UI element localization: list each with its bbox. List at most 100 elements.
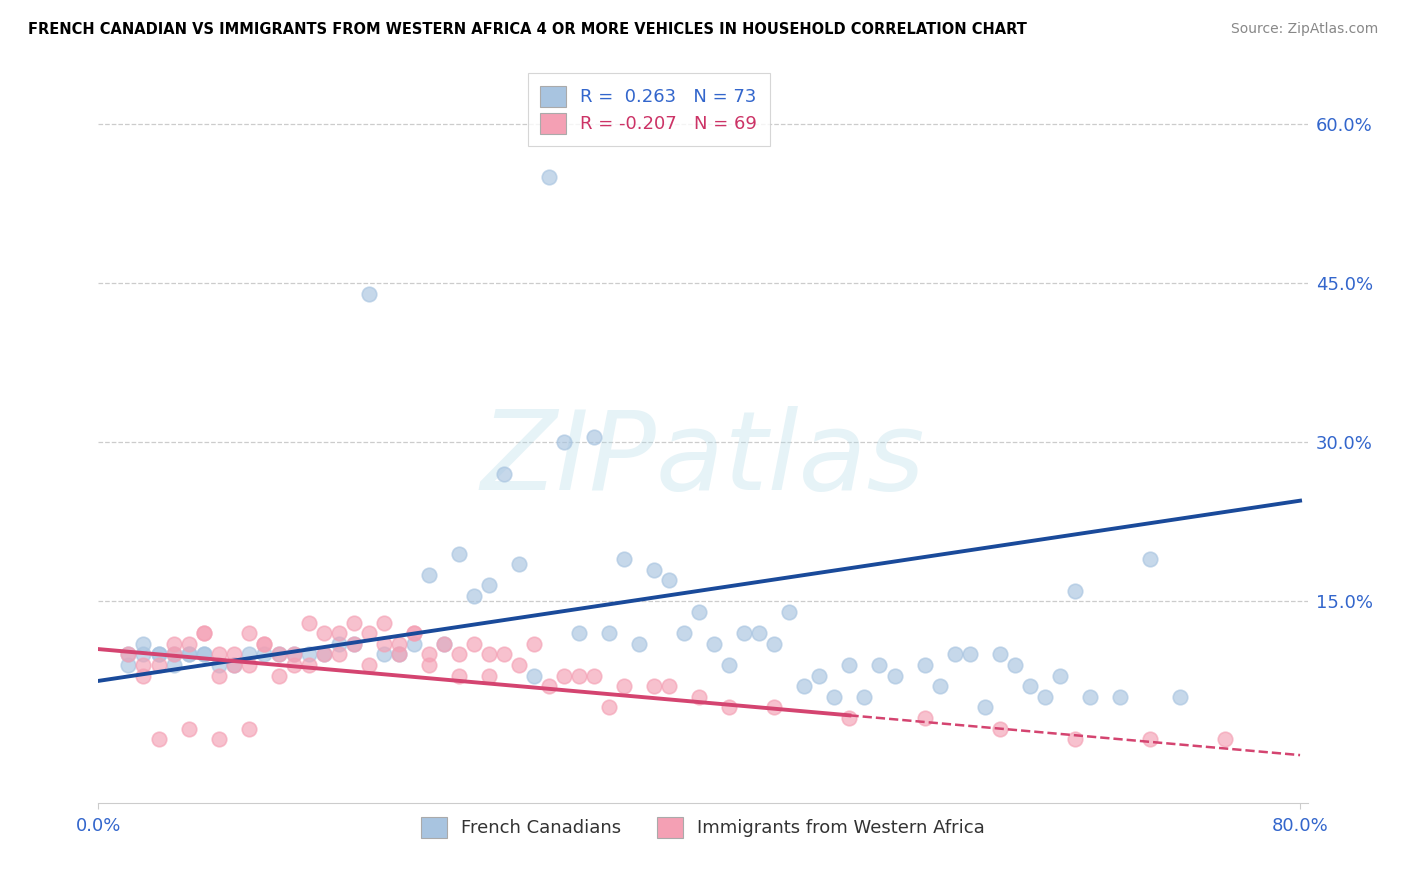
Point <box>283 658 305 673</box>
Point <box>418 648 440 662</box>
Point <box>132 668 155 682</box>
Point <box>177 722 200 736</box>
Legend: French Canadians, Immigrants from Western Africa: French Canadians, Immigrants from Wester… <box>413 810 993 845</box>
Point <box>914 658 936 673</box>
Point <box>763 637 786 651</box>
Point <box>658 573 681 587</box>
Point <box>148 658 170 673</box>
Point <box>508 658 530 673</box>
Point <box>388 648 411 662</box>
Point <box>193 648 215 662</box>
Point <box>613 679 636 693</box>
Point <box>132 658 155 673</box>
Point <box>343 637 366 651</box>
Point <box>583 430 606 444</box>
Point <box>312 626 335 640</box>
Point <box>763 700 786 714</box>
Point <box>853 690 876 704</box>
Point <box>312 648 335 662</box>
Point <box>207 732 229 747</box>
Point <box>973 700 995 714</box>
Point <box>537 679 560 693</box>
Point <box>703 637 725 651</box>
Point <box>1139 732 1161 747</box>
Point <box>553 435 575 450</box>
Point <box>492 648 515 662</box>
Point <box>388 648 411 662</box>
Point <box>238 648 260 662</box>
Point <box>718 700 741 714</box>
Point <box>207 658 229 673</box>
Point <box>778 605 800 619</box>
Point <box>418 658 440 673</box>
Point <box>148 648 170 662</box>
Point <box>643 563 665 577</box>
Point <box>658 679 681 693</box>
Point <box>357 626 380 640</box>
Point <box>357 287 380 301</box>
Point <box>1168 690 1191 704</box>
Text: Source: ZipAtlas.com: Source: ZipAtlas.com <box>1230 22 1378 37</box>
Point <box>343 637 366 651</box>
Point <box>1063 583 1085 598</box>
Point <box>373 648 395 662</box>
Point <box>823 690 845 704</box>
Point <box>628 637 651 651</box>
Point <box>298 615 321 630</box>
Point <box>928 679 950 693</box>
Point <box>132 648 155 662</box>
Point <box>793 679 815 693</box>
Point <box>238 626 260 640</box>
Point <box>162 637 184 651</box>
Point <box>613 552 636 566</box>
Point <box>1213 732 1236 747</box>
Point <box>193 626 215 640</box>
Point <box>478 578 501 592</box>
Point <box>222 658 245 673</box>
Point <box>373 615 395 630</box>
Point <box>553 668 575 682</box>
Point <box>838 658 860 673</box>
Point <box>373 637 395 651</box>
Point <box>1063 732 1085 747</box>
Point <box>238 658 260 673</box>
Point <box>643 679 665 693</box>
Point <box>463 589 485 603</box>
Point <box>253 648 276 662</box>
Point <box>598 626 620 640</box>
Point <box>433 637 456 651</box>
Point <box>402 637 425 651</box>
Point <box>1004 658 1026 673</box>
Text: FRENCH CANADIAN VS IMMIGRANTS FROM WESTERN AFRICA 4 OR MORE VEHICLES IN HOUSEHOL: FRENCH CANADIAN VS IMMIGRANTS FROM WESTE… <box>28 22 1026 37</box>
Point <box>1108 690 1130 704</box>
Point <box>748 626 770 640</box>
Point <box>267 648 290 662</box>
Point <box>1018 679 1040 693</box>
Point <box>253 637 276 651</box>
Point <box>583 668 606 682</box>
Point <box>688 605 710 619</box>
Point <box>943 648 966 662</box>
Point <box>433 637 456 651</box>
Point <box>447 668 470 682</box>
Point <box>283 648 305 662</box>
Point <box>222 648 245 662</box>
Point <box>914 711 936 725</box>
Point <box>177 637 200 651</box>
Point <box>447 648 470 662</box>
Point <box>1078 690 1101 704</box>
Point <box>688 690 710 704</box>
Point <box>253 637 276 651</box>
Point <box>537 170 560 185</box>
Point <box>238 722 260 736</box>
Point <box>808 668 831 682</box>
Point <box>1049 668 1071 682</box>
Point <box>869 658 891 673</box>
Point <box>267 668 290 682</box>
Point <box>117 658 139 673</box>
Point <box>328 648 350 662</box>
Point <box>117 648 139 662</box>
Point <box>283 648 305 662</box>
Point <box>328 626 350 640</box>
Point <box>222 658 245 673</box>
